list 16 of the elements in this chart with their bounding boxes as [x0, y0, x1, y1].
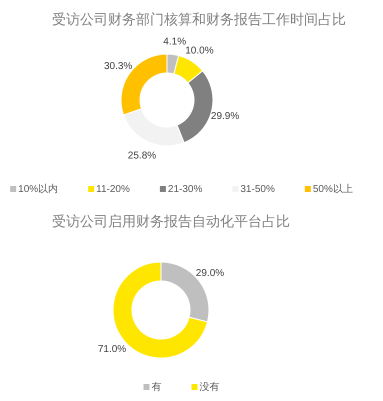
data-label: 29.9% — [210, 111, 240, 122]
chart-title: 受访公司财务部门核算和财务报告工作时间占比 — [52, 12, 346, 28]
data-label: 29.0% — [196, 268, 224, 279]
legend-label: 31-50% — [240, 184, 275, 195]
legend-label: 有 — [152, 381, 162, 393]
legend-label: 11-20% — [96, 184, 130, 195]
chart-title: 受访公司启用财务报告自动化平台占比 — [52, 214, 290, 230]
data-label: 10.0% — [185, 46, 214, 57]
legend-label: 21-30% — [168, 184, 202, 195]
legend-label: 10%以内 — [18, 183, 58, 195]
legend-label: 没有 — [200, 381, 220, 393]
legend-label: 50%以上 — [312, 183, 353, 195]
data-label: 25.8% — [128, 150, 156, 162]
data-label: 4.1% — [163, 36, 186, 48]
data-label: 71.0% — [98, 344, 126, 355]
data-label: 30.3% — [104, 61, 132, 72]
